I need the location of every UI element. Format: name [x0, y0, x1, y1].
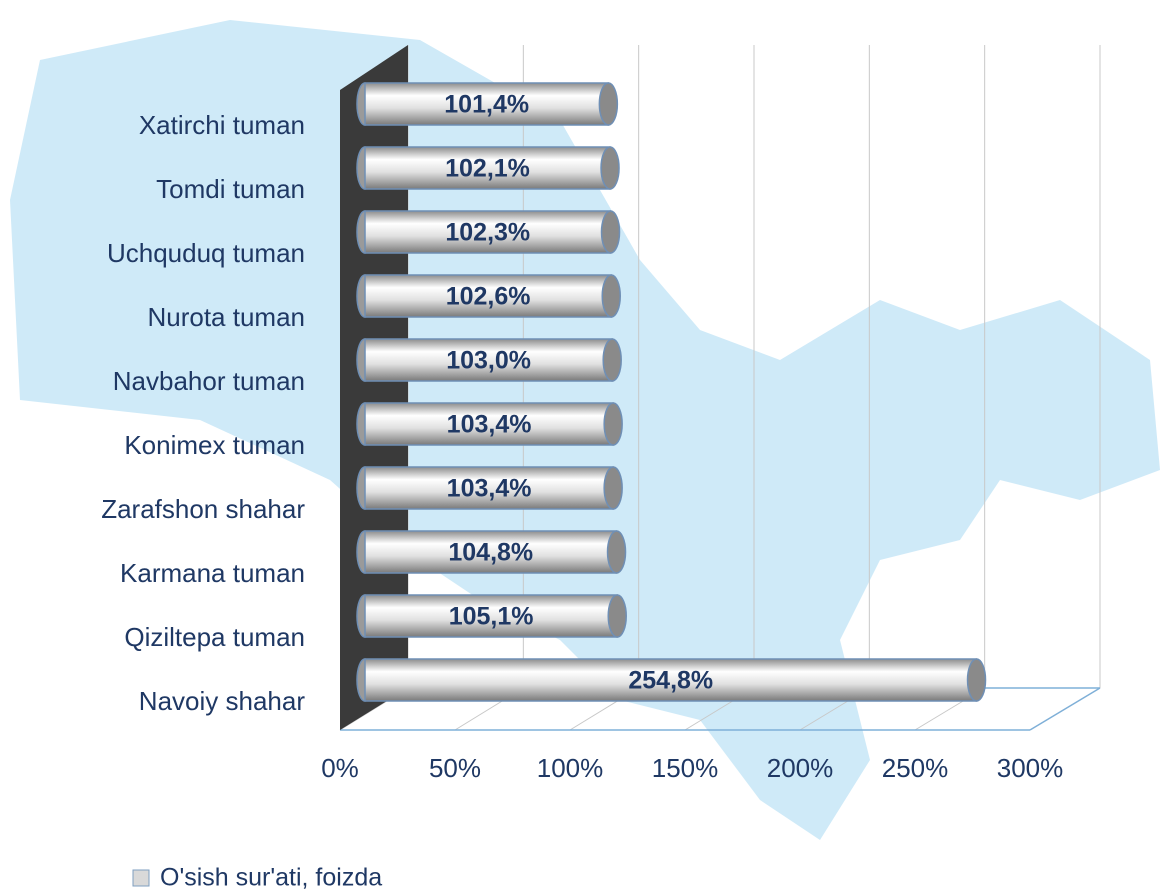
bar-cap — [602, 338, 622, 382]
bar — [364, 466, 614, 510]
bar-cap — [598, 82, 619, 126]
legend-label: O'sish sur'ati, foizda — [160, 864, 382, 892]
y-tick-label: Konimex tuman — [124, 430, 305, 460]
bar — [364, 146, 611, 190]
data-label: 103,4% — [447, 475, 532, 503]
data-label: 105,1% — [449, 603, 534, 631]
bar-cap — [600, 146, 620, 190]
bar-cap — [966, 658, 987, 702]
y-tick-label: Navoiy shahar — [139, 686, 306, 716]
x-tick-label: 100% — [537, 753, 604, 783]
data-label: 254,8% — [628, 667, 713, 695]
y-tick-label: Navbahor tuman — [113, 366, 305, 396]
bar-cap — [601, 274, 621, 318]
bars: 101,4% 102,1% 102,3% 102,6% 103,0% 103,4% 103,… — [356, 82, 987, 702]
data-label: 103,4% — [447, 411, 532, 439]
x-tick-label: 0% — [321, 753, 359, 783]
bar-cap — [603, 466, 623, 510]
x-tick-label: 250% — [882, 753, 949, 783]
data-label: 102,6% — [446, 283, 531, 311]
data-label: 102,3% — [445, 219, 530, 247]
bar — [364, 402, 614, 446]
y-tick-label: Karmana tuman — [120, 558, 305, 588]
data-label: 102,1% — [445, 155, 530, 183]
bar-cap — [603, 402, 623, 446]
bar — [364, 210, 612, 254]
y-tick-label: Xatirchi tuman — [139, 110, 305, 140]
bar-cap — [607, 594, 627, 638]
bar — [364, 82, 610, 126]
y-tick-label: Uchquduq tuman — [107, 238, 305, 268]
data-label: 103,0% — [446, 347, 531, 375]
data-label: 104,8% — [448, 539, 533, 567]
grid — [339, 45, 1101, 731]
y-tick-label: Qiziltepa tuman — [124, 622, 305, 652]
bar — [364, 274, 612, 318]
y-tick-label: Nurota tuman — [147, 302, 305, 332]
bar — [364, 338, 613, 382]
y-tick-label: Zarafshon shahar — [101, 494, 305, 524]
floor-edge — [1029, 687, 1101, 731]
data-label: 101,4% — [444, 91, 529, 119]
y-tick-label: Tomdi tuman — [156, 174, 305, 204]
bar-cap — [606, 530, 627, 574]
x-tick-label: 200% — [767, 753, 834, 783]
bar-cap — [600, 210, 621, 254]
legend-swatch — [132, 869, 150, 887]
x-tick-label: 50% — [429, 753, 481, 783]
x-tick-label: 150% — [652, 753, 719, 783]
bar — [364, 658, 978, 702]
x-tick-label: 300% — [997, 753, 1064, 783]
